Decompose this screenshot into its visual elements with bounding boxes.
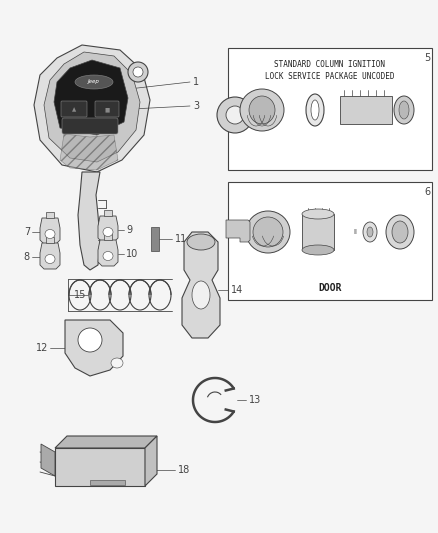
FancyBboxPatch shape: [95, 101, 119, 117]
Ellipse shape: [240, 89, 284, 131]
Circle shape: [133, 67, 143, 77]
Ellipse shape: [45, 230, 55, 238]
Polygon shape: [78, 172, 100, 270]
Text: DOOR: DOOR: [318, 283, 342, 293]
Polygon shape: [65, 320, 123, 376]
Text: Jeep: Jeep: [88, 79, 100, 85]
Polygon shape: [34, 45, 150, 172]
Polygon shape: [44, 52, 140, 162]
Polygon shape: [55, 436, 157, 448]
FancyBboxPatch shape: [61, 101, 87, 117]
Bar: [228, 182, 432, 300]
Circle shape: [78, 328, 102, 352]
Text: 7: 7: [24, 227, 30, 237]
Ellipse shape: [103, 252, 113, 261]
Text: 14: 14: [231, 285, 243, 295]
Polygon shape: [40, 243, 60, 269]
Polygon shape: [46, 237, 54, 243]
Ellipse shape: [367, 227, 373, 237]
Polygon shape: [98, 240, 118, 266]
Ellipse shape: [103, 228, 113, 237]
Text: LOCK SERVICE PACKAGE UNCODED: LOCK SERVICE PACKAGE UNCODED: [265, 72, 395, 81]
Polygon shape: [98, 216, 118, 242]
Text: ■: ■: [104, 108, 110, 112]
Polygon shape: [46, 212, 54, 218]
Text: ▲: ▲: [72, 108, 76, 112]
Bar: [340, 96, 392, 124]
Ellipse shape: [246, 211, 290, 253]
Ellipse shape: [399, 101, 409, 119]
Text: 4: 4: [273, 110, 279, 120]
FancyBboxPatch shape: [62, 118, 118, 134]
Polygon shape: [182, 232, 220, 338]
Ellipse shape: [249, 96, 275, 124]
Bar: [151, 227, 159, 251]
Bar: [228, 48, 432, 170]
Text: 15: 15: [74, 290, 86, 300]
Circle shape: [128, 62, 148, 82]
Polygon shape: [40, 218, 60, 244]
Ellipse shape: [302, 245, 334, 255]
Ellipse shape: [45, 254, 55, 263]
Text: 6: 6: [424, 187, 430, 197]
Circle shape: [217, 97, 253, 133]
Bar: [90, 480, 125, 485]
Text: II: II: [353, 229, 357, 235]
Text: 11: 11: [175, 234, 187, 244]
Text: 9: 9: [126, 225, 132, 235]
Ellipse shape: [111, 358, 123, 368]
Text: 5: 5: [424, 53, 430, 63]
Polygon shape: [226, 220, 250, 242]
Text: 18: 18: [178, 465, 190, 475]
Polygon shape: [145, 436, 157, 486]
Text: 13: 13: [249, 395, 261, 405]
Text: 8: 8: [24, 252, 30, 262]
Polygon shape: [104, 210, 112, 216]
Text: STANDARD COLUMN IGNITION: STANDARD COLUMN IGNITION: [275, 60, 385, 69]
Text: 3: 3: [193, 101, 199, 111]
Ellipse shape: [75, 75, 113, 89]
Text: 1: 1: [193, 77, 199, 87]
Ellipse shape: [386, 215, 414, 249]
Ellipse shape: [394, 96, 414, 124]
Bar: [55, 448, 145, 486]
Ellipse shape: [253, 217, 283, 247]
Ellipse shape: [302, 209, 334, 219]
Circle shape: [226, 106, 244, 124]
Bar: [302, 214, 334, 250]
Ellipse shape: [192, 281, 210, 309]
Ellipse shape: [311, 100, 319, 120]
Ellipse shape: [306, 94, 324, 126]
Polygon shape: [41, 444, 55, 476]
Text: 10: 10: [126, 249, 138, 259]
Ellipse shape: [392, 221, 408, 243]
Text: 12: 12: [35, 343, 48, 353]
Polygon shape: [54, 60, 128, 135]
Ellipse shape: [363, 222, 377, 242]
Polygon shape: [104, 234, 112, 240]
Ellipse shape: [187, 234, 215, 250]
Polygon shape: [60, 134, 118, 170]
